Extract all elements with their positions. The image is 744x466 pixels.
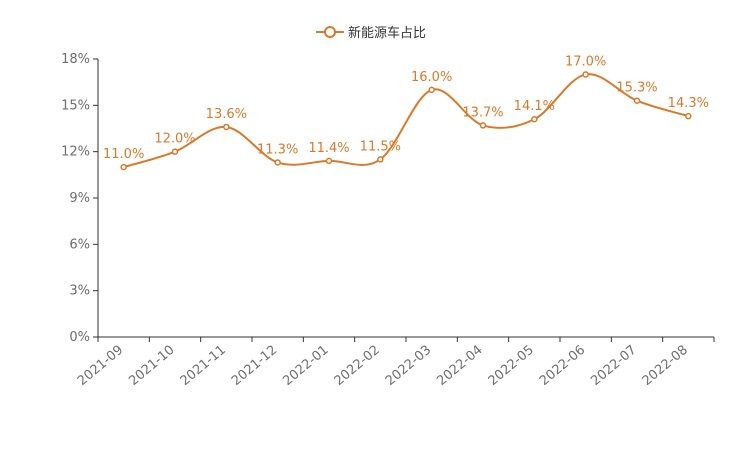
x-tick-label: 2021-09 (75, 343, 126, 389)
y-tick-label: 0% (69, 330, 90, 345)
x-tick-label: 2022-06 (537, 343, 588, 389)
x-axis: 2021-09 2021-10 2021-11 2021-12 2022-01 2022-… (75, 336, 715, 389)
data-point[interactable] (479, 122, 487, 129)
data-point[interactable] (531, 115, 538, 123)
x-tick-label: 2021-10 (126, 343, 177, 389)
data-label: 15.3% (616, 81, 657, 96)
x-tick-label: 2022-05 (486, 343, 537, 389)
data-point[interactable] (377, 156, 384, 163)
data-label: 13.7% (462, 105, 503, 120)
data-label: 11.5% (360, 139, 401, 154)
x-tick-label: 2022-01 (280, 343, 331, 389)
data-points (120, 71, 692, 171)
data-label: 14.3% (668, 96, 709, 111)
y-tick-label: 18% (61, 52, 90, 67)
data-labels: 11.0% 12.0% 13.6% 11.3% 11.4% 11.5% 16.0% 13.7%… (103, 54, 709, 162)
data-label: 11.3% (257, 142, 298, 157)
y-tick-label: 9% (69, 191, 90, 206)
data-label: 17.0% (565, 54, 606, 69)
data-label: 14.1% (514, 99, 555, 114)
x-tick-label: 2022-07 (588, 343, 639, 389)
x-tick-label: 2022-02 (332, 343, 383, 389)
x-tick-label: 2022-04 (434, 343, 485, 389)
data-point[interactable] (325, 157, 333, 165)
y-axis: 0% 3% 6% 9% 12% 15% 18% (61, 52, 99, 345)
data-label: 13.6% (206, 107, 247, 122)
data-label: 11.4% (308, 141, 349, 156)
plot-area: 0%3%6%9%12%15%18% 2021-09 2021-10 2021-11 2… (61, 52, 715, 389)
legend[interactable]: 新能源车占比 (316, 25, 426, 41)
data-point[interactable] (633, 97, 641, 104)
data-point[interactable] (274, 159, 281, 166)
data-point[interactable] (223, 123, 230, 131)
y-tick-label: 3% (69, 284, 90, 299)
x-tick-label: 2022-08 (640, 343, 691, 389)
data-point[interactable] (171, 148, 179, 155)
y-tick-label: 12% (61, 145, 90, 160)
data-label: 16.0% (411, 70, 452, 85)
data-label: 12.0% (154, 132, 195, 147)
data-label: 11.0% (103, 147, 144, 162)
x-tick-label: 2021-12 (229, 343, 280, 389)
data-point[interactable] (582, 71, 589, 78)
data-point[interactable] (120, 163, 127, 171)
y-tick-label: 6% (69, 237, 90, 252)
x-tick-label: 2021-11 (178, 343, 229, 389)
x-tick-label: 2022-03 (383, 343, 434, 389)
legend-label: 新能源车占比 (348, 25, 426, 41)
legend-marker (324, 26, 336, 38)
data-point[interactable] (428, 86, 435, 94)
y-tick-label: 15% (61, 98, 90, 113)
data-point[interactable] (685, 112, 692, 120)
